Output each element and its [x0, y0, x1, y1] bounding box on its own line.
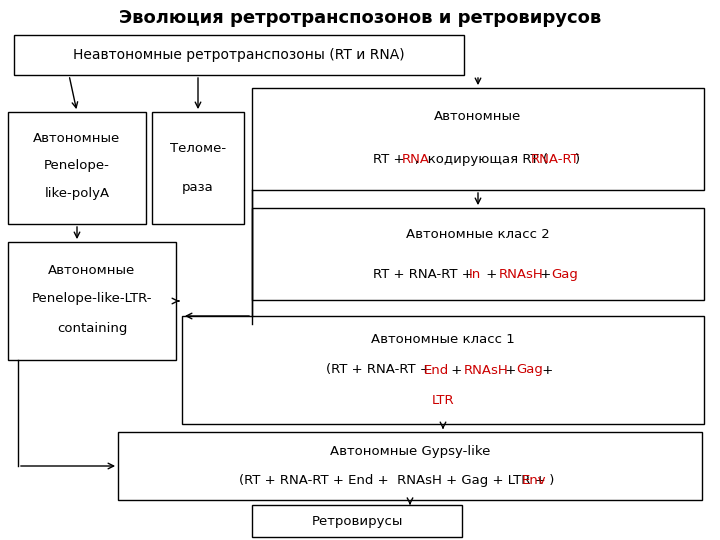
Text: +: +: [536, 268, 556, 281]
Text: Автономные Gypsy-like: Автономные Gypsy-like: [330, 444, 490, 457]
Text: In: In: [469, 268, 481, 281]
Bar: [252, 88, 704, 190]
Text: Penelope-like-LTR-: Penelope-like-LTR-: [32, 292, 152, 305]
Text: containing: containing: [57, 322, 127, 335]
Bar: [182, 316, 704, 424]
Text: +: +: [482, 268, 505, 281]
Text: End: End: [424, 363, 449, 376]
Text: Теломе-: Теломе-: [170, 143, 226, 156]
Text: RT +: RT +: [374, 153, 409, 166]
Text: ,  кодирующая RT (: , кодирующая RT (: [415, 153, 548, 166]
Bar: [8, 242, 176, 360]
Text: RNAsH: RNAsH: [499, 268, 544, 281]
Text: Ретровирусы: Ретровирусы: [311, 515, 402, 528]
Bar: [14, 35, 464, 75]
Text: Эволюция ретротранспозонов и ретровирусов: Эволюция ретротранспозонов и ретровирусо…: [119, 9, 601, 27]
Text: ): ): [545, 475, 554, 488]
Text: (RT + RNA-RT +: (RT + RNA-RT +: [326, 363, 436, 376]
Text: (RT + RNA-RT + End +  RNAsH + Gag + LTR +: (RT + RNA-RT + End + RNAsH + Gag + LTR +: [239, 475, 550, 488]
Text: +: +: [501, 363, 521, 376]
Bar: [8, 112, 146, 224]
Bar: [118, 432, 702, 500]
Bar: [252, 505, 462, 537]
Text: LTR: LTR: [432, 394, 454, 407]
Text: +: +: [446, 363, 470, 376]
Text: RT + RNA-RT +: RT + RNA-RT +: [373, 268, 477, 281]
Bar: [152, 112, 244, 224]
Text: Автономные: Автономные: [33, 132, 121, 145]
Text: Gag: Gag: [516, 363, 543, 376]
Text: Неавтономные ретротранспозоны (RT и RNA): Неавтономные ретротранспозоны (RT и RNA): [73, 48, 405, 62]
Text: Penelope-: Penelope-: [44, 159, 110, 172]
Text: Автономные класс 1: Автономные класс 1: [371, 333, 515, 346]
Text: Gag: Gag: [552, 268, 578, 281]
Text: Автономные: Автономные: [48, 264, 135, 277]
Text: раза: раза: [182, 180, 214, 193]
Text: Автономные класс 2: Автономные класс 2: [406, 228, 550, 241]
Text: +: +: [538, 363, 553, 376]
Bar: [252, 208, 704, 300]
Text: RNA-RT: RNA-RT: [531, 153, 580, 166]
Text: ): ): [575, 153, 580, 166]
Text: Env: Env: [522, 475, 546, 488]
Text: RNAsH: RNAsH: [464, 363, 509, 376]
Text: RNA: RNA: [402, 153, 430, 166]
Text: Автономные: Автономные: [434, 110, 521, 123]
Text: like-polyA: like-polyA: [45, 187, 109, 200]
